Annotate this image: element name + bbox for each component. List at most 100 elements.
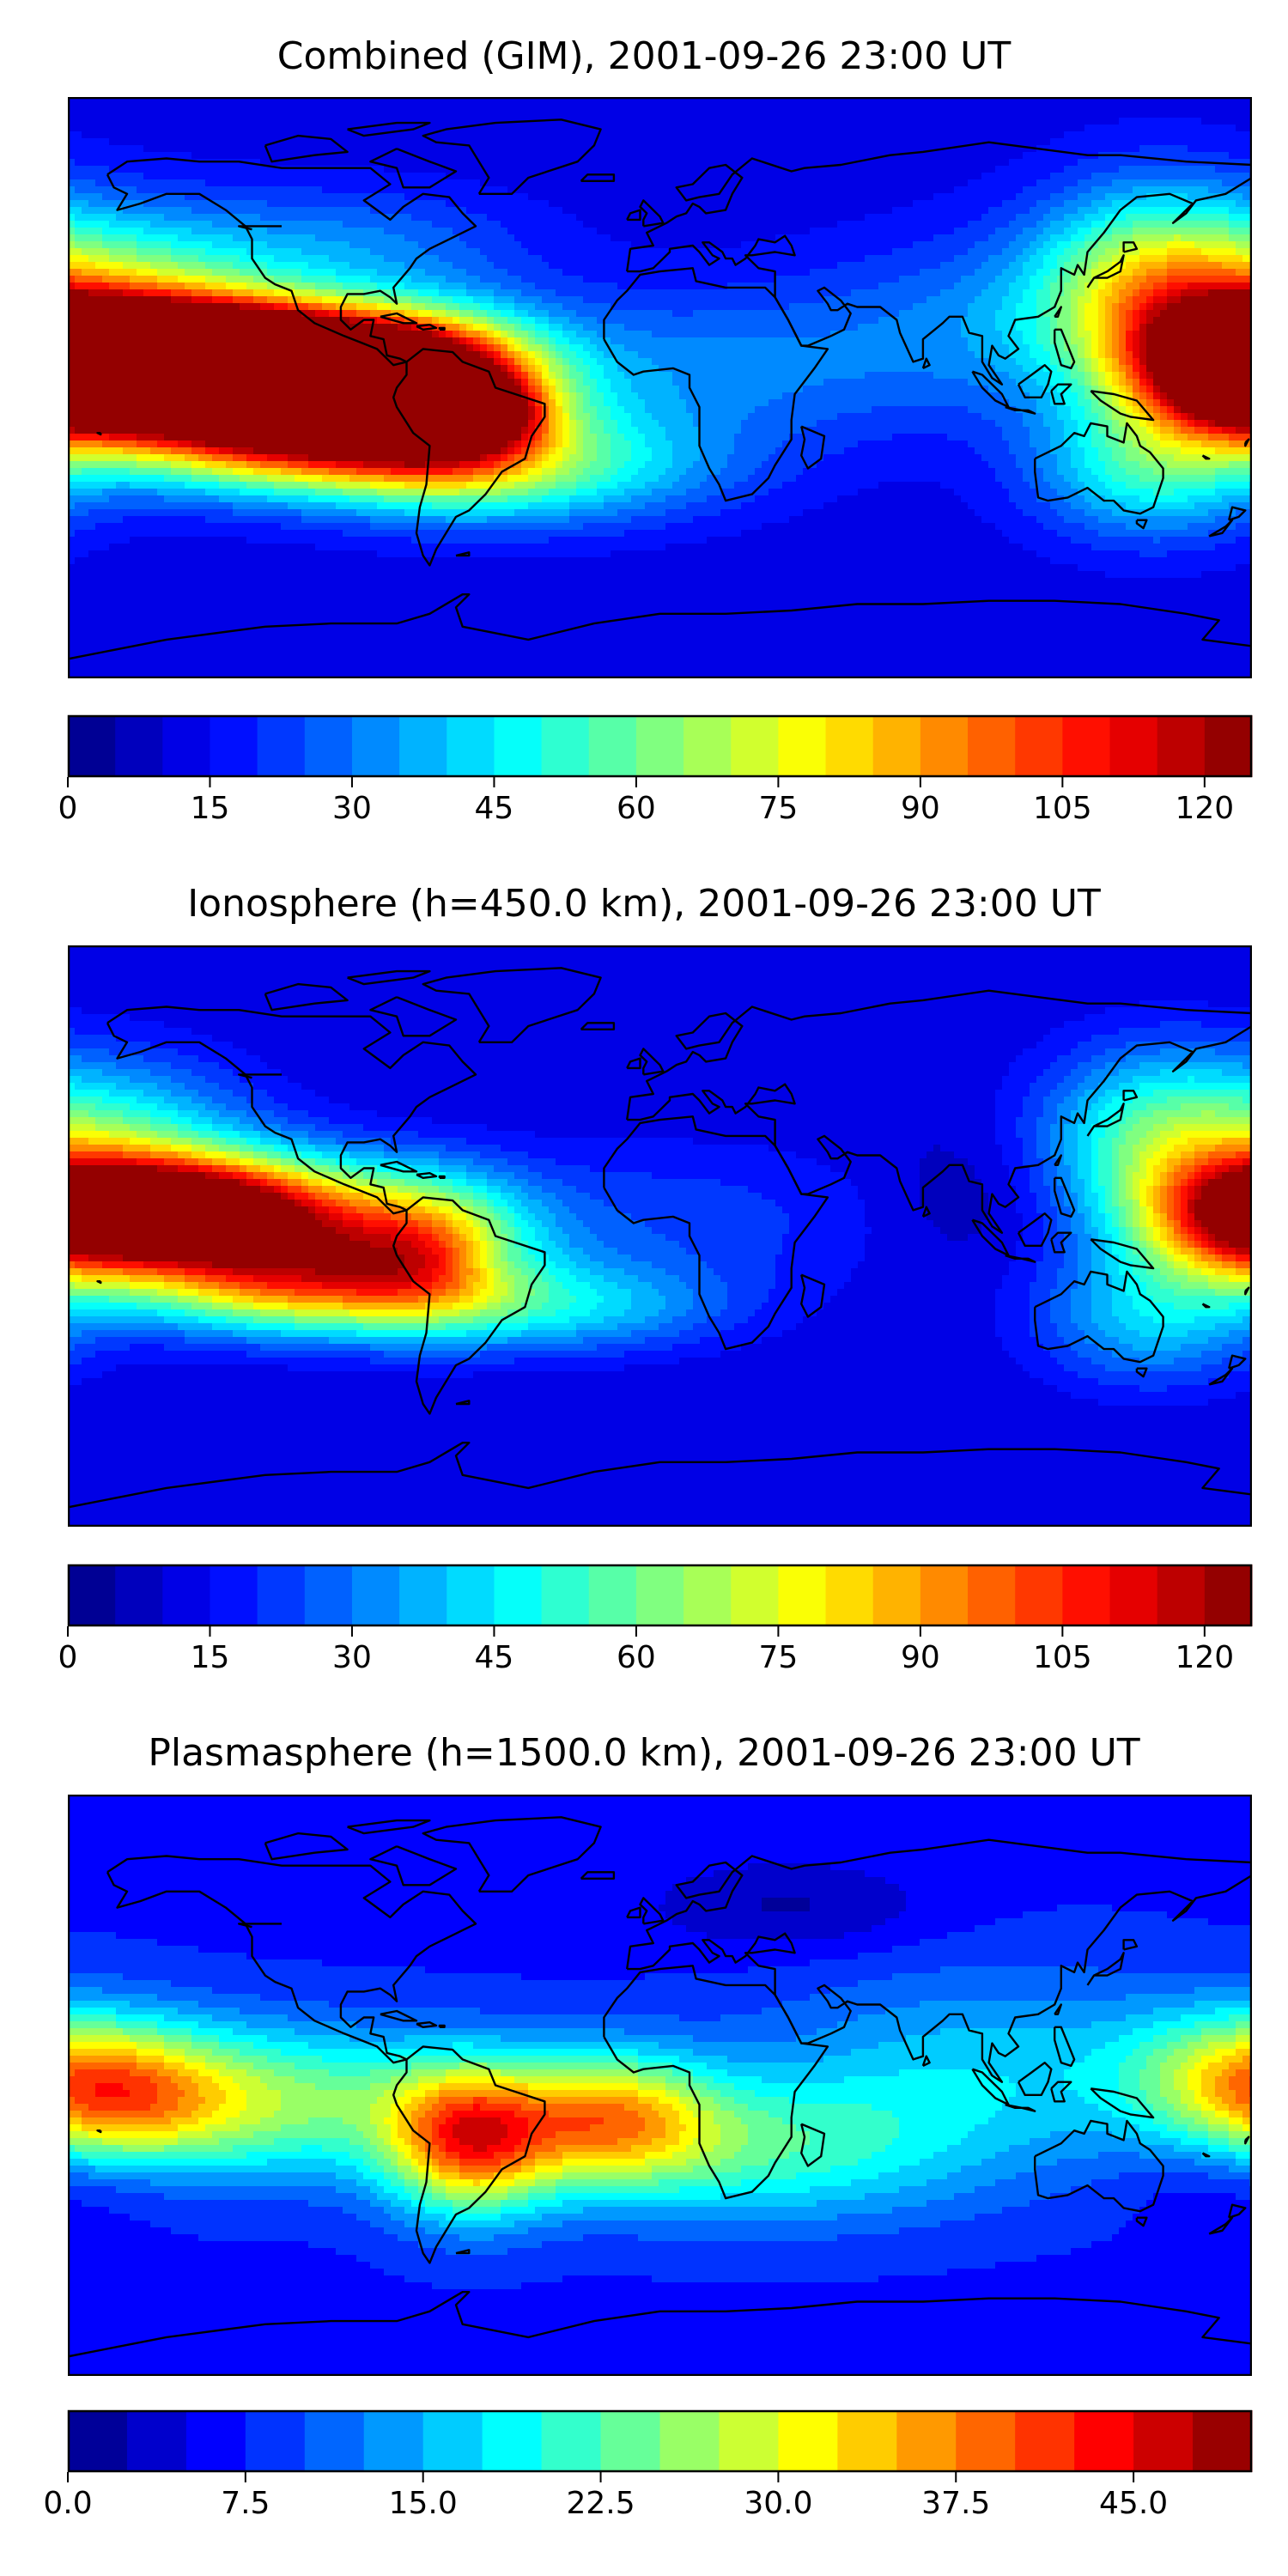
- coastline: [1053, 328, 1076, 370]
- colorbar-tick-label: 120: [1175, 1640, 1234, 1675]
- map-frame: [68, 1795, 1252, 2376]
- coastline: [416, 324, 438, 331]
- colorbar-level: [399, 715, 447, 777]
- coastline: [380, 1160, 418, 1173]
- colorbar-level: [872, 715, 921, 777]
- colorbar-tick-label: 90: [901, 1640, 940, 1675]
- map-ionosphere: [68, 945, 1252, 1527]
- colorbar-level: [659, 2410, 720, 2472]
- colorbar-level: [494, 1564, 543, 1626]
- colorbar-level: [683, 715, 732, 777]
- colorbar-tick-label: 30: [332, 1640, 372, 1675]
- coastline: [1086, 1103, 1125, 1137]
- coastline: [347, 969, 431, 986]
- coastline: [369, 1845, 458, 1886]
- colorbar-tick-label: 0: [58, 1640, 78, 1675]
- colorbar-level: [351, 1564, 400, 1626]
- coastline: [1017, 1212, 1053, 1247]
- colorbar-level: [447, 1564, 495, 1626]
- coastline: [626, 1906, 641, 1919]
- colorbar-level: [257, 715, 306, 777]
- coastline: [1228, 506, 1247, 521]
- colorbar-level: [541, 715, 590, 777]
- colorbar-tick-label: 30: [332, 791, 372, 826]
- colorbar-level: [162, 715, 210, 777]
- coastline: [369, 148, 458, 189]
- coastline: [455, 551, 471, 557]
- colorbar-level: [210, 1564, 258, 1626]
- colorbar-tick-label: 45: [475, 1640, 514, 1675]
- colorbar-level: [1204, 1564, 1253, 1626]
- coastline: [237, 225, 282, 231]
- coastline: [603, 1965, 829, 2200]
- coastline: [264, 1832, 349, 1861]
- coastline: [438, 1175, 446, 1179]
- colorbar-level: [68, 1564, 116, 1626]
- colorbar-level: [363, 2410, 424, 2472]
- colorbar-level: [588, 715, 637, 777]
- colorbar-level: [968, 1564, 1016, 1626]
- coastline: [639, 199, 665, 228]
- colorbar-tick-label: 45.0: [1099, 2486, 1168, 2521]
- coastline: [1017, 2062, 1053, 2096]
- coastline: [1033, 2119, 1164, 2213]
- colorbar-tick-label: 75: [758, 1640, 798, 1675]
- colorbar-level: [257, 1564, 306, 1626]
- colorbar-level: [115, 715, 163, 777]
- colorbar-level: [825, 715, 874, 777]
- coastline: [580, 1871, 616, 1880]
- colorbar-level: [1133, 2410, 1194, 2472]
- coastline: [1228, 1354, 1247, 1370]
- colorbar-level: [115, 1564, 163, 1626]
- coastline: [1050, 1231, 1072, 1254]
- colorbar-level: [1062, 715, 1111, 777]
- colorbar-level: [731, 715, 779, 777]
- colorbar-combined: [67, 714, 1253, 787]
- coastline: [800, 425, 826, 470]
- colorbar-level: [304, 715, 353, 777]
- coastline: [1228, 2203, 1247, 2219]
- colorbar-tick-label: 0.0: [43, 2486, 92, 2521]
- colorbar-level: [1109, 715, 1158, 777]
- colorbar-level: [541, 1564, 590, 1626]
- colorbar-tick-label: 105: [1033, 791, 1092, 826]
- coastline: [603, 267, 829, 502]
- colorbar-level: [778, 2410, 838, 2472]
- coastline: [626, 1838, 1252, 1970]
- map-frame: [68, 945, 1252, 1527]
- colorbar-level: [872, 1564, 921, 1626]
- coastline: [1005, 1254, 1036, 1263]
- coastline: [1208, 2216, 1234, 2235]
- coastline: [626, 989, 1252, 1121]
- colorbar-plasmasphere: [67, 2409, 1253, 2482]
- coastline: [416, 1172, 438, 1179]
- coastline: [1090, 1238, 1155, 1270]
- colorbar-tick-label: 22.5: [566, 2486, 635, 2521]
- colorbar-level: [482, 2410, 543, 2472]
- colorbar-level: [304, 2410, 365, 2472]
- colorbar-level: [635, 715, 684, 777]
- coastline: [264, 134, 349, 163]
- colorbar-level: [778, 715, 827, 777]
- panel-title-plasmasphere: Plasmasphere (h=1500.0 km), 2001-09-26 2…: [0, 1731, 1288, 1775]
- coastline: [68, 1442, 1252, 1509]
- colorbar-tick-label: 15: [191, 1640, 230, 1675]
- coastline: [422, 118, 602, 196]
- colorbar-tick-label: 60: [617, 791, 656, 826]
- colorbar-tick-label: 90: [901, 791, 940, 826]
- colorbar-level: [837, 2410, 897, 2472]
- coastline: [921, 2055, 931, 2067]
- colorbar-level: [920, 715, 969, 777]
- colorbar-level: [68, 2410, 128, 2472]
- coastline: [603, 1115, 829, 1351]
- coastline: [438, 2024, 446, 2028]
- colorbar-tick-label: 30.0: [744, 2486, 812, 2521]
- colorbar-level: [1015, 1564, 1063, 1626]
- coastline: [237, 1923, 282, 1929]
- colorbar-level: [1204, 715, 1253, 777]
- coastline: [1122, 1090, 1139, 1102]
- colorbar-tick-label: 120: [1175, 791, 1234, 826]
- colorbar-tick-label: 60: [617, 1640, 656, 1675]
- coastline: [68, 593, 1252, 660]
- coastline: [347, 121, 431, 137]
